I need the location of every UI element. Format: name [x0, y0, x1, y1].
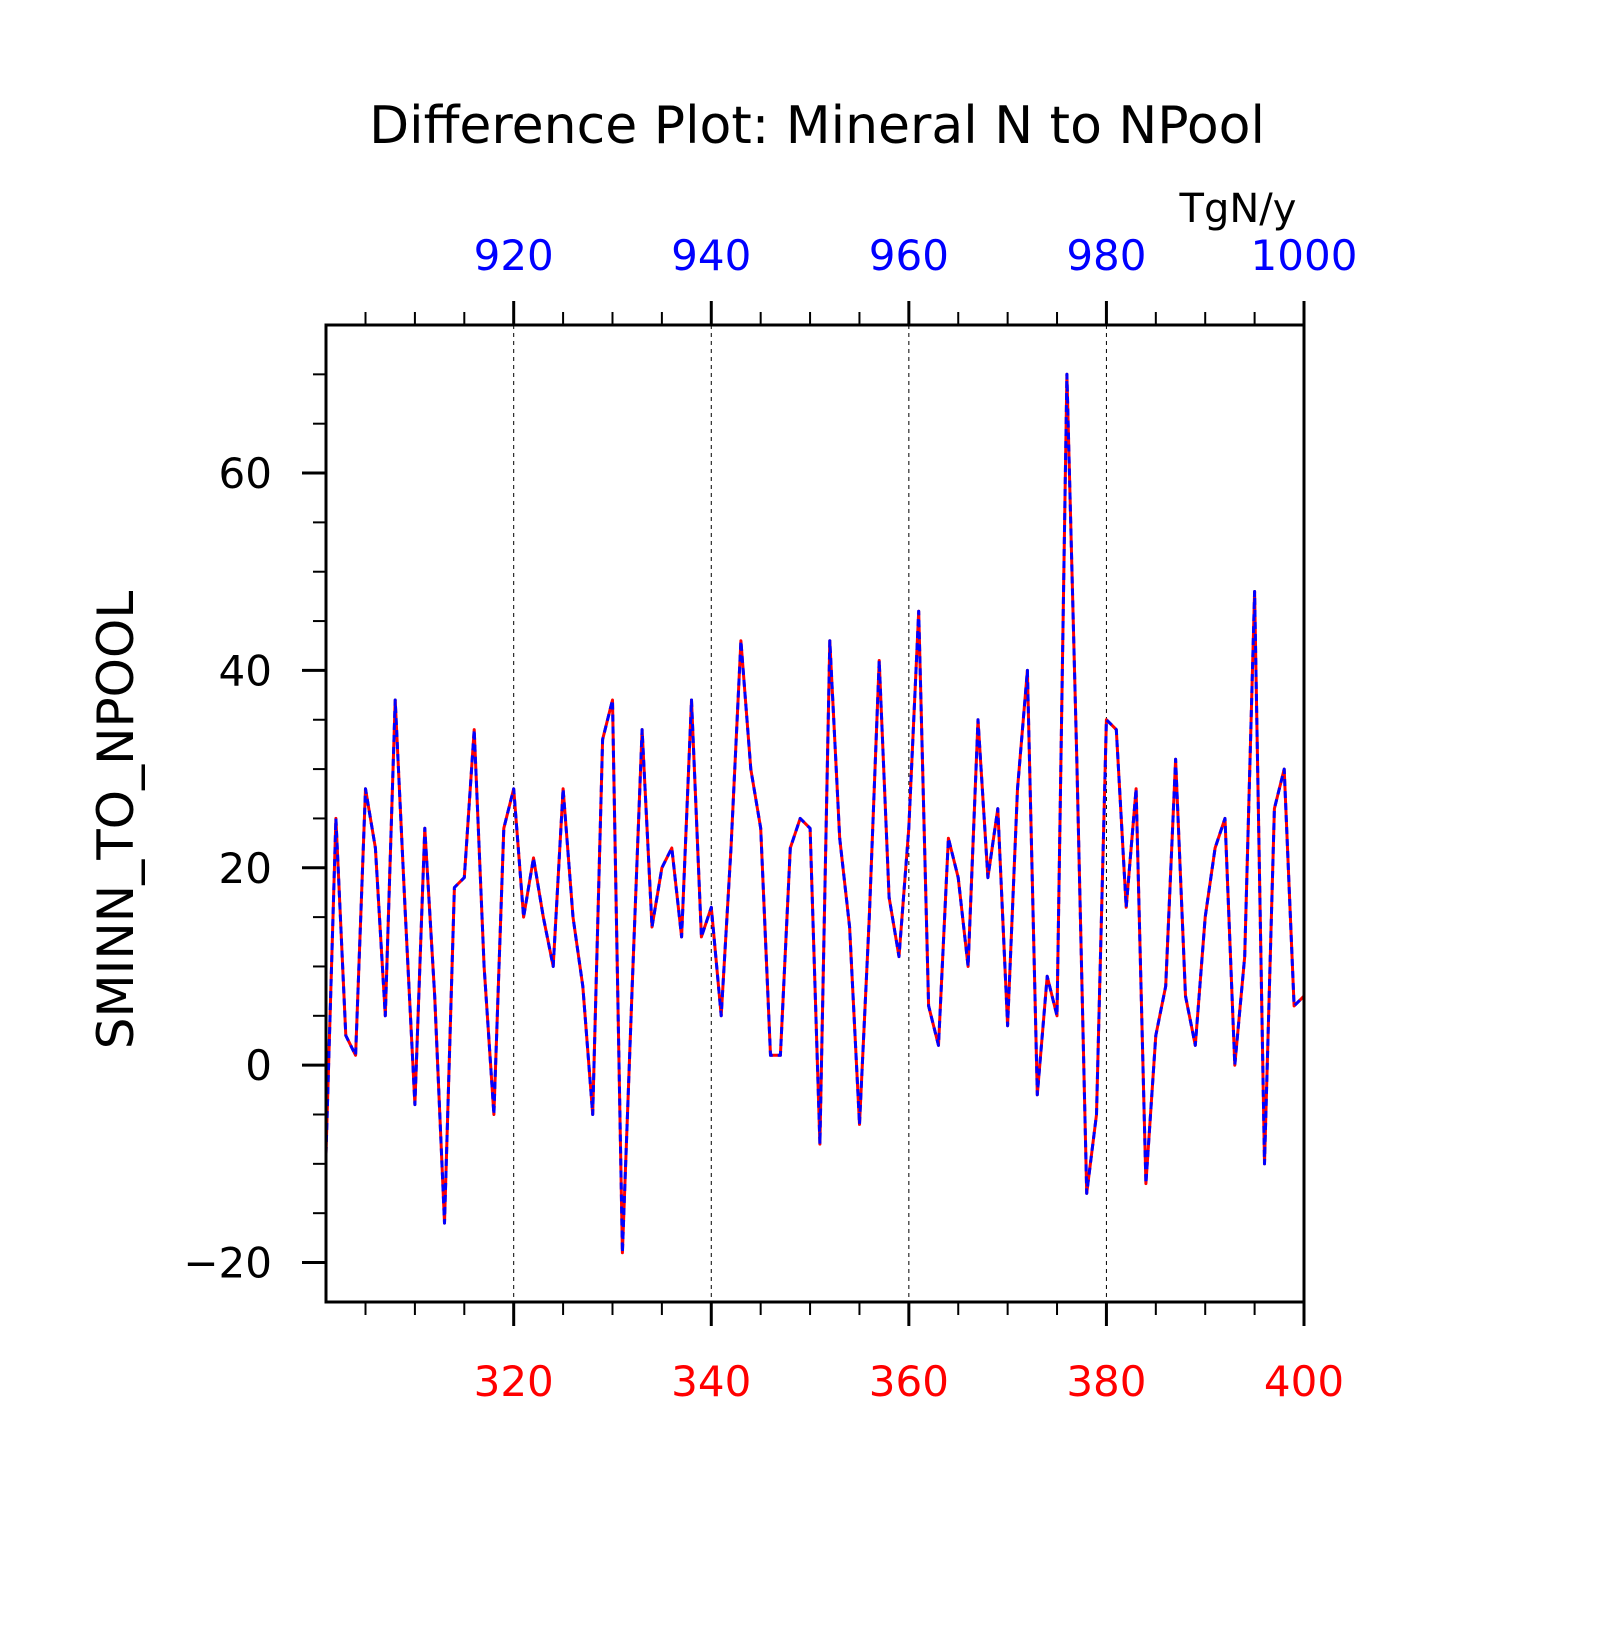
y-tick-label: 20 [219, 844, 272, 893]
series-lines [324, 372, 1306, 1255]
x-tick-label-bottom: 340 [671, 1357, 751, 1406]
tick-labels: 320 340 360 380 400 920 940 960 980 1000 −20 0 20 40 6… [183, 231, 1357, 1406]
y-tick-label: 60 [219, 449, 272, 498]
x-tick-label-bottom: 400 [1264, 1357, 1344, 1406]
y-tick-label: 0 [245, 1041, 272, 1090]
x-tick-label-top: 920 [474, 231, 554, 280]
x-tick-label-bottom: 380 [1066, 1357, 1146, 1406]
x-tick-label-top: 960 [869, 231, 949, 280]
y-tick-label: 40 [219, 646, 272, 695]
x-tick-label-bottom: 360 [869, 1357, 949, 1406]
units-label: TgN/y [1179, 186, 1297, 232]
series-line-bottom-axis [324, 372, 1306, 1255]
tick-marks [302, 301, 1306, 1326]
series-line-top-axis [324, 372, 1306, 1255]
x-tick-label-top: 1000 [1251, 231, 1358, 280]
y-tick-label: −20 [183, 1239, 272, 1288]
y-axis-label: SMINN_TO_NPOOL [87, 591, 145, 1050]
x-tick-label-top: 980 [1066, 231, 1146, 280]
plot-frame [324, 323, 1306, 1304]
chart-title: Difference Plot: Mineral N to NPool [369, 96, 1265, 156]
x-tick-label-top: 940 [671, 231, 751, 280]
x-tick-label-bottom: 320 [474, 1357, 554, 1406]
